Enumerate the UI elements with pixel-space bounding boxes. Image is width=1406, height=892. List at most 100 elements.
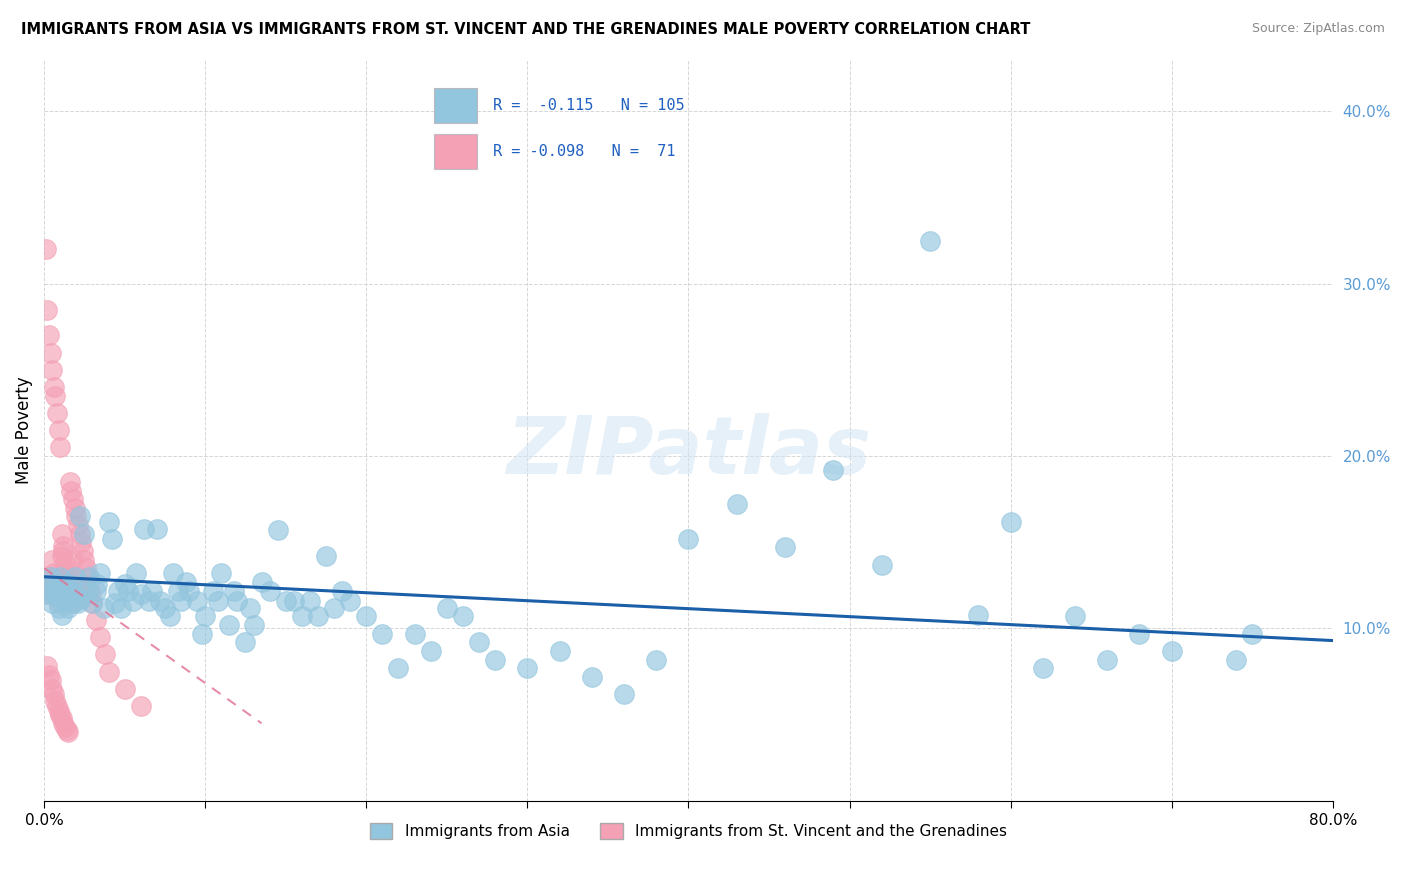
- Point: [84, 583, 107, 598]
- Point: [1128, 626, 1150, 640]
- Point: [44, 694, 66, 708]
- Point: [239, 600, 262, 615]
- Point: [166, 583, 188, 598]
- Point: [218, 618, 240, 632]
- Point: [202, 583, 225, 598]
- Point: [46, 587, 69, 601]
- Point: [44, 389, 66, 403]
- Point: [55, 723, 77, 738]
- Point: [129, 699, 152, 714]
- Point: [242, 618, 264, 632]
- Point: [69, 526, 91, 541]
- Point: [387, 661, 409, 675]
- Point: [48, 423, 70, 437]
- Point: [114, 681, 136, 696]
- Point: [315, 549, 337, 563]
- Point: [48, 596, 70, 610]
- Point: [52, 544, 75, 558]
- Point: [66, 596, 89, 610]
- Point: [920, 234, 942, 248]
- Point: [37, 578, 59, 592]
- Point: [484, 652, 506, 666]
- Point: [250, 574, 273, 589]
- Point: [266, 523, 288, 537]
- Point: [94, 648, 117, 662]
- Point: [46, 406, 69, 420]
- Point: [37, 302, 59, 317]
- Point: [37, 570, 59, 584]
- Point: [52, 583, 75, 598]
- Point: [63, 570, 86, 584]
- Point: [125, 566, 148, 581]
- Point: [63, 500, 86, 515]
- Point: [55, 576, 77, 591]
- Point: [73, 526, 96, 541]
- Point: [41, 552, 63, 566]
- Point: [53, 594, 76, 608]
- Point: [129, 587, 152, 601]
- Point: [52, 539, 75, 553]
- Point: [42, 380, 65, 394]
- Point: [55, 570, 77, 584]
- Point: [291, 609, 314, 624]
- Point: [1160, 644, 1182, 658]
- Point: [66, 518, 89, 533]
- Point: [259, 583, 281, 598]
- Point: [613, 687, 636, 701]
- Point: [35, 587, 58, 601]
- Point: [323, 600, 346, 615]
- Point: [97, 515, 120, 529]
- Point: [170, 594, 193, 608]
- Point: [356, 609, 378, 624]
- Point: [49, 441, 72, 455]
- Point: [53, 556, 76, 570]
- Point: [75, 561, 97, 575]
- Point: [37, 659, 59, 673]
- Point: [516, 661, 538, 675]
- Point: [35, 242, 58, 256]
- Point: [51, 711, 73, 725]
- Point: [339, 594, 361, 608]
- Point: [725, 497, 748, 511]
- Point: [53, 561, 76, 575]
- Point: [191, 626, 214, 640]
- Point: [159, 609, 181, 624]
- Point: [44, 578, 66, 592]
- Point: [224, 583, 246, 598]
- Point: [132, 521, 155, 535]
- Point: [97, 665, 120, 679]
- Point: [153, 600, 176, 615]
- Point: [581, 670, 603, 684]
- Point: [104, 596, 127, 610]
- Point: [41, 363, 63, 377]
- Point: [162, 566, 184, 581]
- Point: [38, 668, 60, 682]
- Point: [86, 576, 108, 591]
- Legend: Immigrants from Asia, Immigrants from St. Vincent and the Grenadines: Immigrants from Asia, Immigrants from St…: [363, 817, 1014, 845]
- Point: [60, 578, 83, 592]
- Point: [870, 558, 893, 572]
- Point: [48, 704, 70, 718]
- Point: [55, 566, 77, 581]
- Point: [141, 583, 163, 598]
- Point: [59, 587, 82, 601]
- Point: [1064, 609, 1087, 624]
- Point: [70, 535, 93, 549]
- Point: [41, 681, 63, 696]
- Point: [60, 483, 83, 498]
- Point: [77, 578, 100, 592]
- Point: [59, 587, 82, 601]
- Point: [436, 600, 458, 615]
- Point: [38, 578, 60, 592]
- Point: [186, 594, 208, 608]
- Point: [58, 574, 80, 589]
- Point: [53, 720, 76, 734]
- Point: [77, 570, 100, 584]
- Point: [42, 566, 65, 581]
- Point: [51, 607, 73, 622]
- Point: [419, 644, 441, 658]
- Point: [93, 600, 115, 615]
- Point: [89, 566, 111, 581]
- Point: [468, 635, 491, 649]
- Point: [100, 532, 122, 546]
